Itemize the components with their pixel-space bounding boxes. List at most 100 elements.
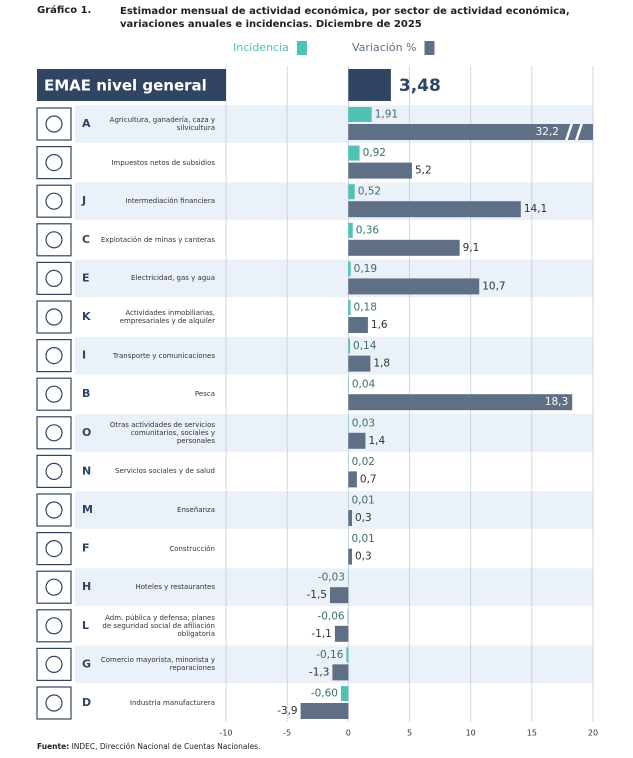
row-band (75, 491, 593, 529)
sector-icon-glyph (45, 501, 63, 519)
variation-label: 0,7 (360, 473, 377, 485)
sector-code: G (82, 657, 91, 670)
chart-label: Gráfico 1. (37, 5, 92, 16)
row-band (75, 529, 593, 568)
row-band (75, 452, 593, 491)
sector-icon (36, 377, 72, 411)
category-label: Transporte y comunicaciones (112, 351, 215, 360)
incidence-bar (347, 608, 349, 624)
x-tick-label: 5 (407, 729, 412, 738)
sector-icon (36, 223, 72, 257)
sector-icon (36, 454, 72, 488)
variation-bar (348, 355, 371, 372)
x-tick-label: -5 (283, 729, 291, 738)
sector-icon (36, 416, 72, 450)
row-band (75, 143, 593, 182)
variation-bar (348, 278, 480, 295)
general-label: EMAE nivel general (44, 77, 207, 95)
incidence-label: 0,01 (351, 533, 374, 545)
incidence-bar (348, 222, 353, 238)
incidence-label: 0,02 (352, 456, 375, 468)
variation-bar (348, 239, 460, 256)
variation-bar (348, 317, 368, 333)
sector-icon (36, 184, 72, 218)
sector-code: O (82, 426, 91, 439)
category-label: Enseñanza (177, 506, 215, 514)
general-bar (348, 69, 391, 101)
sector-icon-glyph (45, 462, 63, 480)
x-tick-label: 10 (466, 729, 476, 738)
sector-icon (36, 531, 72, 566)
sector-icon (36, 146, 72, 180)
x-tick-label: -10 (219, 729, 232, 738)
source: Fuente: INDEC, Dirección Nacional de Cue… (37, 742, 260, 751)
category-label: Agricultura, ganadería, caza y silvicult… (109, 116, 215, 132)
sector-code: D (82, 696, 91, 709)
category-label: Otras actividades de servicios comunitar… (109, 420, 215, 445)
sector-icon-glyph (45, 424, 63, 442)
sector-icon (36, 261, 72, 295)
row-band (75, 221, 593, 259)
sector-icon-glyph (45, 617, 63, 635)
variation-bar (348, 548, 353, 565)
variation-bar (348, 432, 366, 449)
incidence-label: 0,04 (352, 379, 376, 391)
incidence-label: -0,60 (311, 688, 338, 700)
bar-break (574, 122, 584, 142)
sector-code: M (82, 503, 93, 516)
sector-code: I (82, 349, 86, 362)
variation-bar (348, 510, 353, 526)
variation-label: 18,3 (545, 396, 568, 408)
variation-label: 0,3 (355, 512, 372, 524)
legend-label: Variación % (352, 41, 417, 54)
incidence-label: 0,03 (352, 417, 375, 429)
sector-code: K (82, 310, 91, 323)
legend-swatch (296, 41, 307, 55)
incidence-bar (348, 338, 351, 354)
category-label: Actividades inmobiliarias, empresariales… (119, 309, 215, 325)
sector-icon-glyph (45, 385, 63, 403)
variation-label: 9,1 (463, 242, 480, 254)
incidence-label: -0,16 (316, 649, 343, 661)
source-text: INDEC, Dirección Nacional de Cuentas Nac… (71, 742, 261, 751)
legend-label: Incidencia (233, 41, 289, 54)
sector-icon-glyph (45, 115, 63, 133)
variation-label: -1,3 (309, 666, 330, 678)
sector-icon (36, 647, 72, 682)
category-label: Hoteles y restaurantes (135, 583, 215, 592)
sector-code: H (82, 580, 91, 593)
variation-label: 5,2 (415, 165, 432, 177)
row-band (75, 298, 593, 336)
row-band (75, 607, 593, 645)
sector-icon (36, 609, 72, 643)
incidence-label: 0,92 (363, 147, 386, 159)
variation-label: 0,3 (355, 551, 372, 563)
chart-title: Estimador mensual de actividad económica… (120, 6, 570, 30)
sector-code: C (82, 233, 90, 246)
sector-icon-glyph (45, 192, 63, 210)
category-label: Explotación de minas y canteras (100, 235, 215, 244)
incidence-bar (348, 184, 355, 200)
row-band (75, 414, 593, 452)
sector-icon-glyph (45, 308, 63, 326)
variation-bar (348, 394, 573, 411)
category-label: Servicios sociales y de salud (115, 467, 215, 476)
source-label: Fuente: (37, 742, 70, 751)
variation-label: 1,8 (373, 358, 390, 370)
sector-icon-glyph (45, 655, 63, 674)
x-tick-label: 0 (346, 729, 351, 738)
variation-label: 1,4 (368, 435, 385, 447)
sector-code: E (82, 271, 90, 284)
sector-icon (36, 339, 72, 373)
sector-icon (36, 107, 72, 141)
incidence-label: 0,36 (356, 224, 380, 236)
incidence-bar (348, 145, 360, 161)
sector-icon-glyph (45, 154, 63, 172)
legend-swatch (424, 41, 435, 55)
sector-icon (36, 300, 72, 334)
row-band (75, 336, 593, 375)
sector-code: N (82, 464, 91, 477)
category-label: Pesca (194, 390, 215, 399)
